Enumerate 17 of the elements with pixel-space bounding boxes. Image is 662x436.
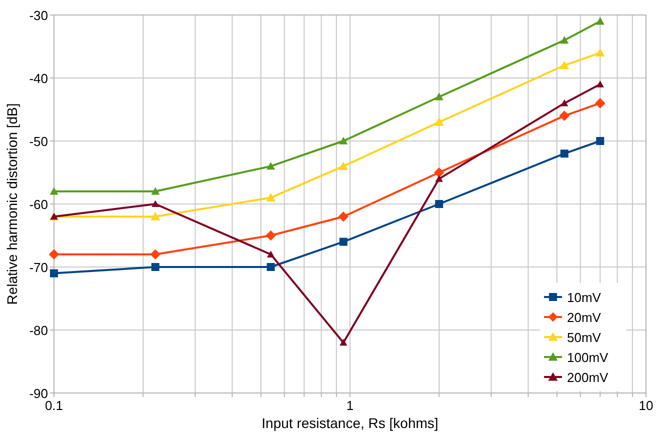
y-tick-label: -60 xyxy=(29,197,48,212)
y-tick-label: -70 xyxy=(29,260,48,275)
legend-label: 100mV xyxy=(567,350,609,365)
legend-label: 20mV xyxy=(567,310,602,325)
x-tick-label: 0.1 xyxy=(44,398,64,413)
x-tick-label: 10 xyxy=(638,398,654,413)
y-tick-label: -40 xyxy=(29,71,48,86)
legend-label: 50mV xyxy=(567,330,602,345)
y-tick-label: -30 xyxy=(29,8,48,23)
legend-label: 10mV xyxy=(567,290,602,305)
y-tick-label: -80 xyxy=(29,323,48,338)
x-tick-label: 1 xyxy=(346,398,354,413)
y-tick-label: -90 xyxy=(29,386,48,401)
y-axis-title: Relative harmonic distortion [dB] xyxy=(4,103,20,305)
x-axis-title: Input resistance, Rs [kohms] xyxy=(262,415,438,431)
y-tick-label: -50 xyxy=(29,134,48,149)
legend-label: 200mV xyxy=(567,370,609,385)
